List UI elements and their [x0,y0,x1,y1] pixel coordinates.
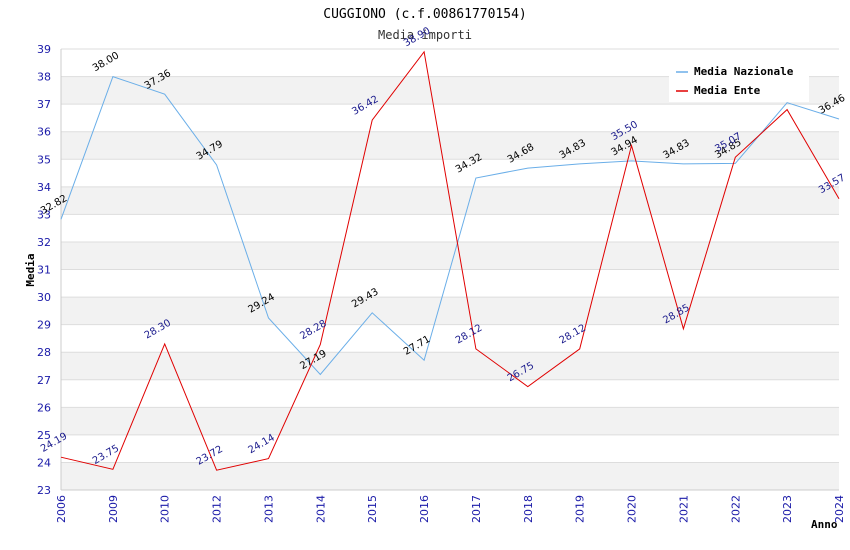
x-tick-label: 2020 [626,495,639,523]
x-tick-label: 2021 [677,495,690,523]
x-tick-label: 2023 [781,495,794,523]
y-tick-label: 35 [37,153,51,166]
legend-label-media-ente: Media Ente [694,84,761,97]
series-line-media-ente [60,50,840,471]
x-tick-label: 2016 [418,495,431,523]
y-tick-label: 39 [37,43,51,56]
y-tick-label: 23 [37,484,51,497]
x-tick-label: 2015 [366,495,379,523]
legend-label-media-nazionale: Media Nazionale [694,65,794,78]
y-tick-label: 31 [37,264,51,277]
y-tick-label: 32 [37,236,51,249]
data-label-media-nazionale: 38.00 [91,50,121,74]
x-tick-label: 2012 [211,495,224,523]
chart-title: CUGGIONO (c.f.00861770154) [323,7,527,22]
x-tick-label: 2019 [574,495,587,523]
y-axis-label: Media [24,253,37,286]
data-label-media-ente: 28.12 [558,323,588,347]
y-tick-label: 37 [37,98,51,111]
y-tick-label: 25 [37,429,51,442]
grid-band [61,407,839,435]
x-tick-label: 2014 [314,495,327,523]
y-tick-label: 36 [37,126,51,139]
y-axis-ticks: 23 24 25 26 27 28 29 30 31 32 33 34 35 36 37 38 39 [37,43,51,497]
y-tick-label: 33 [37,208,51,221]
y-tick-label: 34 [37,181,51,194]
x-axis-ticks: 2006 2009 2010 2012 2013 2014 2015 2016 2017 2018… [55,495,846,523]
y-tick-label: 27 [37,374,51,387]
data-label-media-ente: 28.12 [454,323,484,347]
x-tick-label: 2009 [107,495,120,523]
legend: Media Nazionale Media Ente [669,60,809,102]
grid-band [61,241,839,270]
grid-band [61,462,839,490]
x-axis-label: Anno [811,518,838,531]
grid-bands [61,76,839,490]
y-tick-label: 30 [37,291,51,304]
y-tick-label: 38 [37,71,51,84]
x-tick-label: 2010 [159,495,172,523]
series-line-media-nazionale [60,75,840,376]
legend-box [669,60,809,102]
x-tick-label: 2013 [262,495,275,523]
x-tick-label: 2017 [470,495,483,523]
series-lines [60,50,840,471]
x-tick-label: 2022 [729,495,742,523]
y-tick-label: 28 [37,346,51,359]
x-tick-label: 2024 [833,495,846,523]
grid-band [61,297,839,325]
y-tick-label: 24 [37,456,51,469]
y-tick-label: 26 [37,401,51,414]
x-tick-label: 2006 [55,495,68,523]
x-tick-label: 2018 [522,495,535,523]
data-label-media-ente: 24.14 [246,432,276,456]
grid-band [61,352,839,380]
y-tick-label: 29 [37,319,51,332]
grid-band [61,131,839,160]
chart-subtitle: Media importi [378,28,472,42]
